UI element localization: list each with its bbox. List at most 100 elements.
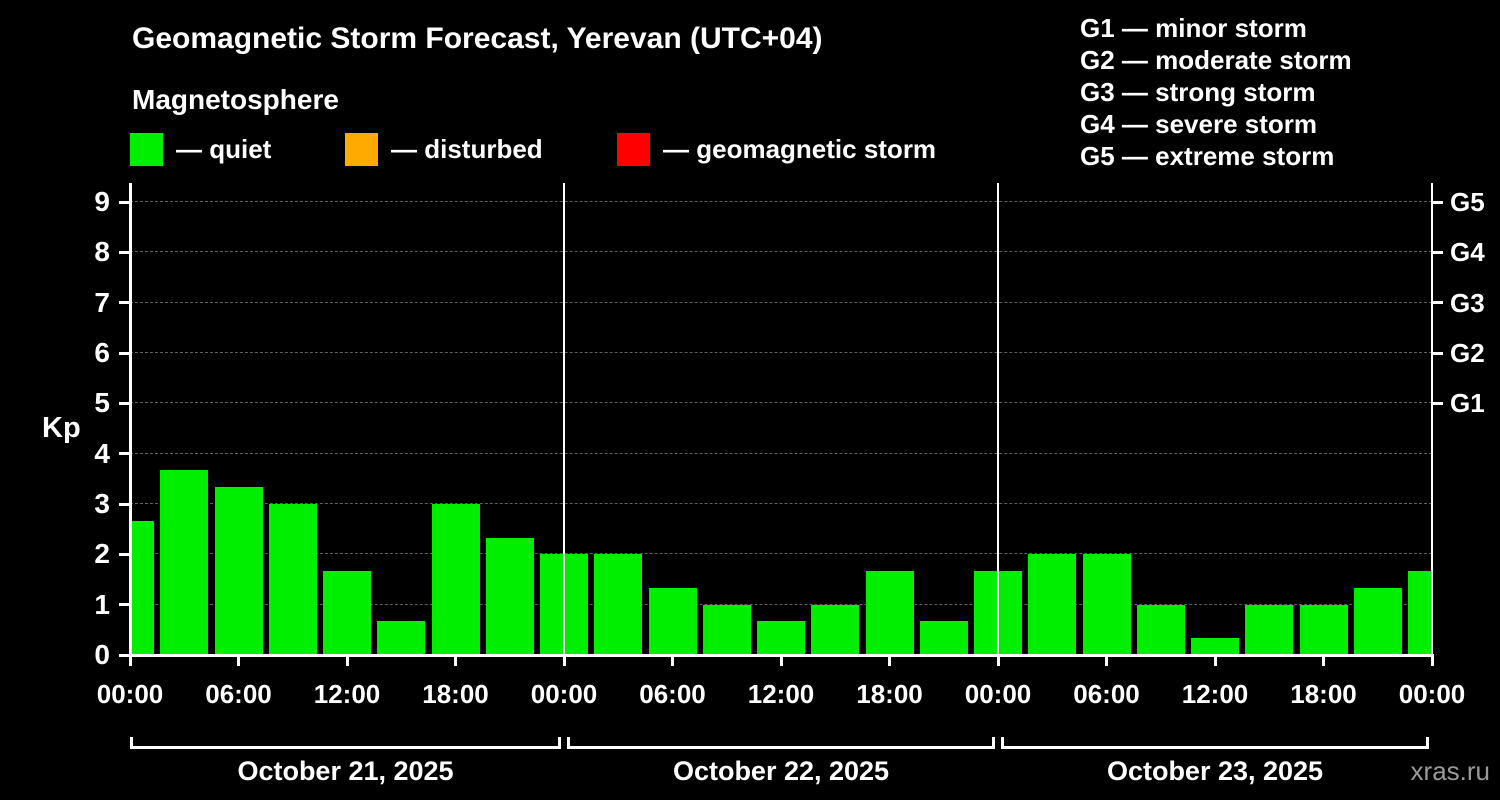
y-axis-title: Kp xyxy=(42,412,81,444)
kp-bar xyxy=(485,537,534,654)
y-axis-tick-label: 8 xyxy=(94,236,110,268)
y-axis-tick-label: 9 xyxy=(94,186,110,217)
y-axis-tick-label: 0 xyxy=(94,639,110,670)
storm-scale-legend: G1 — minor storm G2 — moderate storm G3 … xyxy=(1080,12,1352,172)
kp-bar xyxy=(377,621,426,654)
kp-bar xyxy=(268,504,317,654)
legend-item-storm: — geomagnetic storm xyxy=(617,133,936,166)
kp-bar xyxy=(1245,604,1294,654)
g-axis-label: G3 xyxy=(1450,287,1485,318)
day-bracket xyxy=(1001,737,1429,749)
chart-title: Geomagnetic Storm Forecast, Yerevan (UTC… xyxy=(132,22,823,55)
x-axis-tick xyxy=(345,655,349,666)
gridline xyxy=(130,201,1432,202)
storm-scale-g4: G4 — severe storm xyxy=(1080,109,1318,139)
gridline xyxy=(130,603,1432,605)
x-axis-tick xyxy=(1105,655,1108,666)
x-axis-tick xyxy=(562,655,566,666)
x-axis-tick xyxy=(454,655,457,666)
gridline xyxy=(130,251,1432,253)
kp-bar xyxy=(811,604,860,654)
x-axis-tick xyxy=(1430,655,1434,666)
y-axis-tick xyxy=(119,502,130,506)
x-axis-tick-label: 06:00 xyxy=(639,679,706,709)
kp-bar xyxy=(131,520,154,654)
day-divider xyxy=(997,183,999,655)
legend-item-quiet: — quiet xyxy=(130,133,271,166)
kp-bar xyxy=(1082,554,1131,654)
kp-bar xyxy=(648,588,697,654)
day-divider xyxy=(1431,183,1433,655)
gridline xyxy=(130,553,1432,555)
x-axis-tick xyxy=(779,655,783,666)
x-axis-tick-label: 06:00 xyxy=(1073,679,1140,709)
kp-bar xyxy=(1299,604,1348,654)
storm-scale-g1: G1 — minor storm xyxy=(1080,13,1307,43)
x-axis-tick-label: 18:00 xyxy=(1290,679,1357,709)
x-axis-tick xyxy=(1213,655,1217,666)
kp-bar xyxy=(431,504,480,654)
y-axis-tick xyxy=(119,452,130,456)
y-axis-tick-label: 7 xyxy=(94,286,110,318)
kp-bar xyxy=(919,621,968,654)
date-label: October 22, 2025 xyxy=(672,756,890,786)
x-axis-tick-label: 12:00 xyxy=(313,679,381,709)
y-axis-tick xyxy=(119,200,130,204)
storm-scale-g2: G2 — moderate storm xyxy=(1080,45,1352,75)
storm-color-swatch xyxy=(617,133,650,166)
kp-bar xyxy=(160,470,209,654)
x-axis-tick-label: 00:00 xyxy=(1398,679,1466,709)
y-axis-tick-label: 1 xyxy=(94,588,110,620)
x-axis-tick xyxy=(996,655,1000,666)
watermark: xras.ru xyxy=(1410,756,1490,786)
x-axis-tick xyxy=(888,655,891,666)
kp-bar xyxy=(1136,604,1185,654)
legend-item-disturbed: — disturbed xyxy=(345,133,543,166)
gridline xyxy=(130,503,1432,504)
y-axis-tick xyxy=(119,401,130,405)
date-label: October 23, 2025 xyxy=(1106,756,1324,786)
kp-bar xyxy=(1191,638,1239,654)
kp-bar xyxy=(1028,554,1077,654)
y-axis-tick xyxy=(119,250,130,254)
storm-scale-g3: G3 — strong storm xyxy=(1080,77,1316,107)
y-axis-tick-label: 5 xyxy=(94,387,110,419)
x-axis-tick xyxy=(237,655,240,666)
quiet-legend-label: — quiet xyxy=(176,134,272,164)
kp-bar xyxy=(702,604,751,654)
y-axis-line xyxy=(128,183,132,655)
g-axis-tick xyxy=(1432,351,1443,355)
x-axis-tick-label: 06:00 xyxy=(205,679,272,709)
day-bracket xyxy=(567,737,995,749)
y-axis-tick xyxy=(119,653,130,657)
quiet-color-swatch xyxy=(130,133,163,166)
x-axis-tick-label: 00:00 xyxy=(964,679,1032,709)
day-bracket xyxy=(130,737,561,749)
y-axis-tick-label: 3 xyxy=(94,488,110,519)
y-axis-tick xyxy=(119,351,130,355)
kp-bar xyxy=(594,554,643,654)
g-axis-tick xyxy=(1432,401,1443,405)
gridline xyxy=(130,301,1432,303)
x-axis-tick-label: 00:00 xyxy=(96,679,164,709)
g-axis-tick xyxy=(1432,250,1443,254)
kp-bar xyxy=(865,570,914,654)
gridline xyxy=(130,352,1432,353)
y-axis-tick-label: 6 xyxy=(94,337,110,368)
gridline xyxy=(130,402,1432,404)
x-axis-tick-label: 18:00 xyxy=(422,679,489,709)
y-axis-tick-label: 2 xyxy=(94,538,110,570)
x-axis-tick xyxy=(671,655,674,666)
storm-scale-g5: G5 — extreme storm xyxy=(1080,141,1335,171)
g-axis-tick xyxy=(1432,301,1443,305)
date-label: October 21, 2025 xyxy=(237,756,454,786)
y-axis-tick xyxy=(119,603,130,607)
x-axis-tick xyxy=(128,655,132,666)
y-axis-tick xyxy=(119,301,130,305)
storm-legend-label: — geomagnetic storm xyxy=(663,134,937,164)
g-axis-label: G4 xyxy=(1450,237,1485,268)
kp-bar xyxy=(757,621,805,654)
gridline xyxy=(130,452,1432,454)
